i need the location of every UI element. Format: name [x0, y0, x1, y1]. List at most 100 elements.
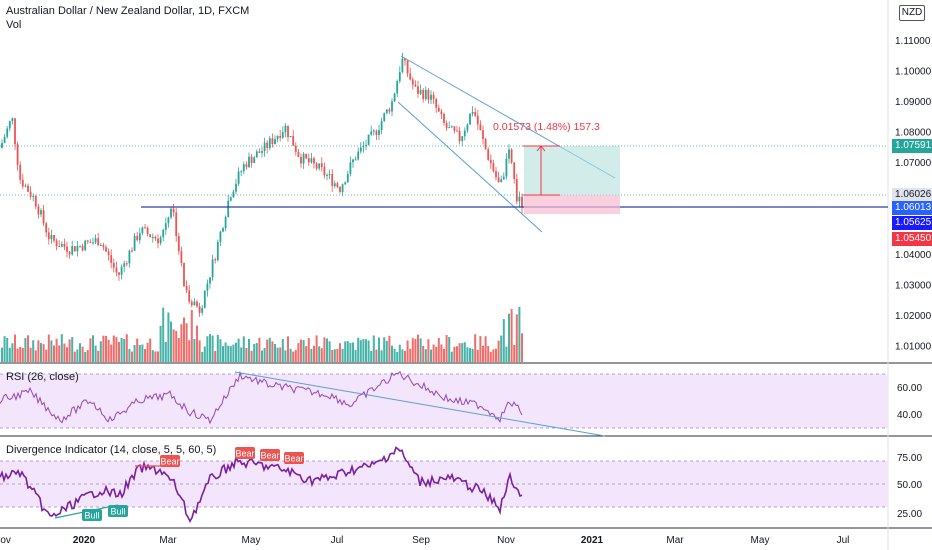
volume-bar	[474, 334, 477, 362]
price-tick-label: 1.07000	[895, 158, 932, 169]
volume-bar	[271, 341, 274, 362]
volume-bar	[232, 344, 235, 362]
candle	[136, 236, 139, 241]
candle	[305, 153, 308, 159]
volume-bar	[144, 349, 146, 362]
candle	[94, 238, 97, 243]
candle	[292, 136, 295, 146]
volume-bar	[513, 345, 516, 362]
time-tick-label: Nov	[497, 535, 515, 546]
candle	[196, 301, 198, 307]
volume-bar	[167, 312, 170, 362]
volume-bar	[151, 350, 154, 362]
volume-bar	[27, 335, 29, 362]
volume-bar	[320, 348, 323, 362]
volume-bar	[123, 339, 126, 362]
signal-bull-label: Bull	[110, 507, 125, 517]
volume-bar	[328, 341, 331, 362]
candle	[484, 139, 487, 150]
price-tick-label: 1.08000	[895, 128, 932, 139]
candle	[336, 183, 339, 187]
candle	[271, 138, 274, 145]
volume-bar	[409, 348, 412, 362]
volume-bar	[359, 340, 362, 362]
volume-bar	[424, 349, 427, 362]
volume-bar	[211, 335, 214, 362]
volume-bar	[6, 337, 9, 362]
price-tick-label: 1.03000	[895, 280, 932, 291]
candle	[60, 243, 63, 247]
volume-bar	[372, 335, 375, 362]
candle	[333, 183, 336, 187]
price-tick-label: 1.01000	[895, 342, 932, 353]
volume-bar	[47, 334, 50, 362]
volume-bar	[242, 336, 245, 362]
price-badge-support: 1.06013	[892, 201, 932, 215]
time-tick-label: Jul	[331, 535, 344, 546]
currency-badge[interactable]: NZD	[899, 5, 925, 21]
candle	[255, 151, 258, 158]
volume-bar	[214, 350, 217, 362]
volume-bar	[170, 321, 172, 362]
candle	[242, 164, 245, 172]
candle	[450, 126, 453, 128]
candle	[16, 144, 19, 165]
volume-bar	[487, 346, 490, 362]
time-tick-label: Jul	[837, 535, 850, 546]
candle	[393, 93, 396, 102]
volume-bar	[240, 347, 243, 362]
candle	[427, 89, 430, 100]
candle	[34, 196, 37, 207]
volume-bar	[136, 338, 139, 362]
candle	[107, 251, 110, 256]
candle	[92, 242, 94, 244]
volume-bar	[276, 347, 279, 362]
divergence-title: Divergence Indicator (14, close, 5, 5, 6…	[6, 444, 217, 456]
candle	[105, 247, 107, 252]
candle	[466, 124, 469, 131]
volume-bar	[307, 338, 310, 362]
volume-bar	[336, 349, 339, 362]
volume-bar	[391, 345, 393, 362]
candle	[372, 130, 375, 132]
volume-bar	[193, 338, 196, 362]
candle	[214, 259, 217, 261]
candle	[190, 301, 193, 306]
volume-bar	[437, 337, 440, 362]
candle	[313, 158, 315, 164]
candle	[289, 136, 292, 138]
candle	[479, 124, 482, 131]
candle	[209, 277, 211, 284]
volume-bar	[261, 350, 263, 362]
candle	[123, 263, 126, 267]
volume-bar	[79, 343, 81, 362]
volume-bar	[521, 333, 523, 362]
candle	[235, 183, 237, 192]
candle	[183, 262, 185, 287]
volume-bar	[333, 349, 336, 362]
volume-group	[1, 306, 523, 362]
candle	[508, 149, 510, 159]
volume-bar	[177, 338, 180, 362]
volume-bar	[367, 340, 370, 362]
candle	[521, 196, 523, 208]
volume-bar	[515, 314, 518, 362]
volume-bar	[453, 346, 456, 362]
signal-bear-badge	[235, 447, 255, 459]
volume-bar	[68, 339, 71, 362]
volume-bar	[383, 337, 386, 362]
candle	[518, 196, 521, 202]
candle	[463, 130, 466, 137]
volume-bar	[484, 336, 487, 362]
rsi-trend-line	[234, 371, 606, 437]
volume-bar	[128, 348, 131, 362]
volume-bar	[385, 340, 388, 362]
candle	[240, 171, 243, 173]
volume-bar	[479, 336, 482, 362]
volume-bar	[175, 331, 178, 362]
candle	[157, 238, 159, 244]
candle	[146, 227, 149, 235]
volume-bar	[60, 334, 63, 362]
candle	[170, 208, 172, 218]
